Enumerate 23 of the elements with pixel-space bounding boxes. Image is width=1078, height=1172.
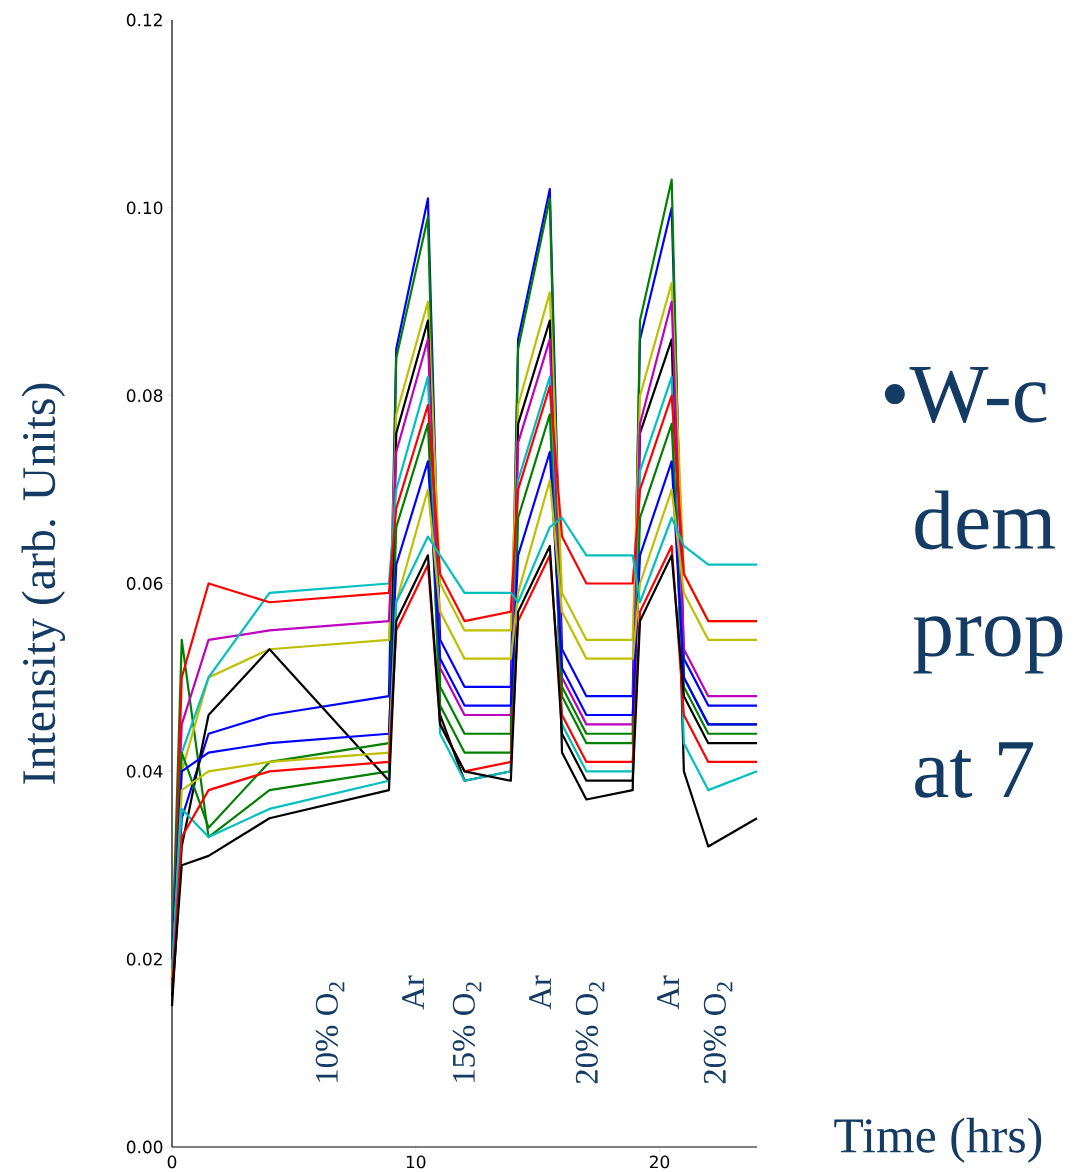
annotation: 10% O$_{2}$ [315,982,345,1082]
text: at 7 [915,742,1033,798]
y-tick-label: 0.08 [126,389,163,403]
y-tick-label: 0.04 [126,764,163,778]
x-tick-label: 0 [167,1155,177,1169]
annotation: 20% O$_{2}$ [575,982,605,1084]
y-tick-label: 0.02 [126,952,162,966]
annotation: Ar [657,975,679,1010]
annotation: Ar [402,975,424,1010]
x-tick-label: 10 [406,1155,426,1169]
annotation: Ar [529,975,551,1010]
x-tick-label: 20 [649,1155,670,1169]
y-axis-title: Intensity (arb. Units) [21,383,66,784]
y-tick-label: 0.12 [126,13,162,27]
x-axis-title: Time (hrs) [834,1117,1042,1163]
annotation: 15% O$_{2}$ [452,982,482,1082]
y-tick-label: 0.06 [126,577,163,590]
text: dem [915,490,1055,550]
text: •W-c [884,366,1047,424]
annotation: 20% O$_{2}$ [703,982,733,1084]
y-tick-label: 0.10 [126,201,163,215]
text: prop [913,616,1063,674]
y-tick-label: 0.00 [126,1140,163,1154]
